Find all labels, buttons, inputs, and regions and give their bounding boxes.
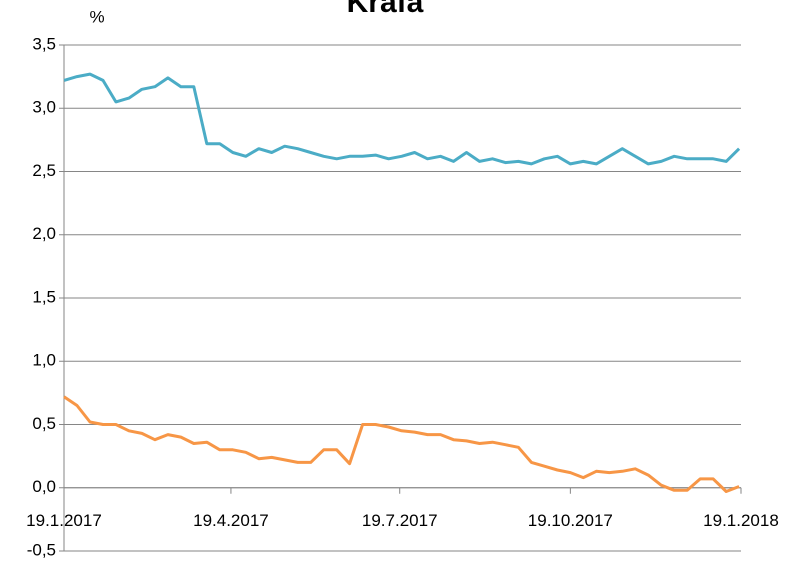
y-tick-label: 1,0 <box>32 351 56 370</box>
y-tick-label: 0,5 <box>32 414 56 433</box>
x-tick-label: 19.1.2017 <box>26 511 102 530</box>
y-axis-label: % <box>89 7 104 26</box>
y-tick-label: 1,5 <box>32 287 56 306</box>
y-tick-label: 2,5 <box>32 161 56 180</box>
data-line <box>63 72 741 166</box>
x-tick-label: 19.1.2018 <box>703 511 779 530</box>
x-tick-label: 19.10.2017 <box>528 511 613 530</box>
x-tick-label: 19.7.2017 <box>362 511 438 530</box>
y-tick-label: 3,5 <box>32 34 56 53</box>
y-tick-label: 2,0 <box>32 224 56 243</box>
data-line <box>63 395 740 493</box>
chart-title: Krafa <box>347 0 424 19</box>
x-tick-label: 19.4.2017 <box>193 511 269 530</box>
y-tick-label: -0,5 <box>27 540 56 559</box>
y-tick-label: 3,0 <box>32 98 56 117</box>
y-tick-label: 0,0 <box>32 477 56 496</box>
